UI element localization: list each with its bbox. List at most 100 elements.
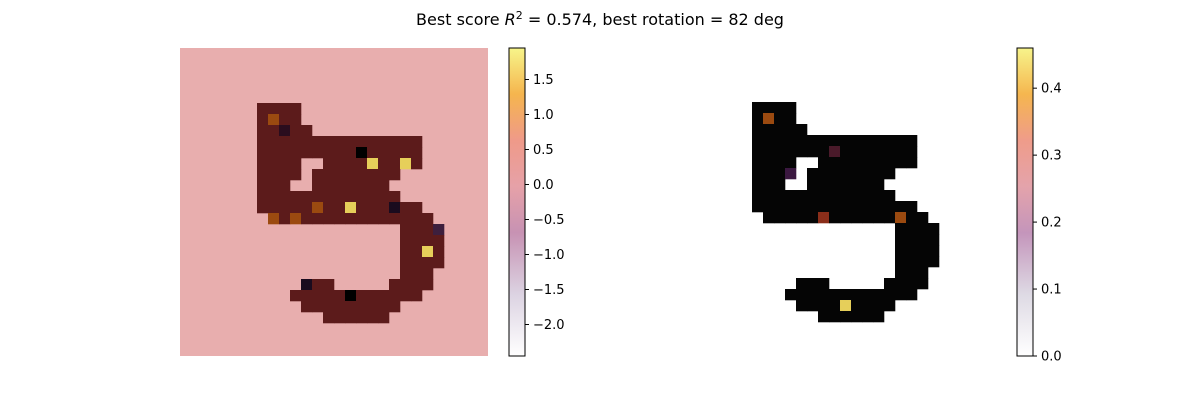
- left-pixel: [378, 301, 390, 313]
- left-pixel: [268, 213, 280, 225]
- right-pixel: [796, 135, 808, 147]
- colorbar-tick-label: 0.2: [1041, 216, 1062, 231]
- right-pixel: [917, 267, 929, 279]
- right-pixel: [829, 212, 841, 224]
- right-pixel: [807, 146, 819, 158]
- left-pixel: [400, 279, 412, 291]
- right-pixel: [818, 278, 830, 290]
- right-pixel: [752, 146, 764, 158]
- right-pixel: [840, 157, 852, 169]
- left-pixel: [290, 213, 302, 225]
- left-pixel: [378, 213, 390, 225]
- left-pixel: [301, 136, 313, 148]
- right-pixel: [851, 135, 863, 147]
- left-pixel: [279, 114, 291, 126]
- left-pixel: [334, 169, 346, 181]
- left-pixel: [279, 213, 291, 225]
- left-pixel: [257, 125, 269, 137]
- left-pixel: [290, 202, 302, 214]
- right-pixel: [851, 289, 863, 301]
- left-pixel: [290, 147, 302, 159]
- left-pixel: [411, 213, 423, 225]
- right-pixel: [873, 201, 885, 213]
- right-pixel: [906, 256, 918, 268]
- left-pixel: [367, 202, 379, 214]
- right-pixel: [917, 278, 929, 290]
- left-pixel: [345, 202, 357, 214]
- left-pixel: [400, 158, 412, 170]
- right-pixel: [928, 256, 940, 268]
- right-pixel: [884, 212, 896, 224]
- right-pixel: [829, 168, 841, 180]
- left-pixel: [345, 191, 357, 203]
- left-pixel: [301, 279, 313, 291]
- left-pixel: [301, 191, 313, 203]
- left-pixel: [367, 169, 379, 181]
- left-pixel: [422, 246, 434, 258]
- right-pixel: [884, 135, 896, 147]
- right-pixel: [796, 278, 808, 290]
- right-pixel: [917, 245, 929, 257]
- right-pixel: [840, 190, 852, 202]
- right-pixel: [763, 168, 775, 180]
- left-pixel: [411, 235, 423, 247]
- left-pixel: [400, 257, 412, 269]
- right-pixel: [840, 168, 852, 180]
- left-pixel: [301, 125, 313, 137]
- left-pixel: [400, 290, 412, 302]
- right-pixel: [851, 168, 863, 180]
- left-pixel: [411, 279, 423, 291]
- right-pixel: [851, 300, 863, 312]
- left-pixel: [268, 136, 280, 148]
- right-pixel: [818, 168, 830, 180]
- left-pixel: [378, 191, 390, 203]
- right-pixel: [752, 124, 764, 136]
- right-pixel: [906, 201, 918, 213]
- left-pixel: [279, 202, 291, 214]
- left-pixel: [356, 180, 368, 192]
- colorbar-tick-label: 0.5: [533, 143, 554, 158]
- left-pixel: [334, 158, 346, 170]
- right-pixel: [840, 201, 852, 213]
- left-heatmap: [180, 48, 488, 356]
- colorbar-tick-label: 0.3: [1041, 149, 1062, 164]
- left-pixel: [290, 158, 302, 170]
- right-pixel: [774, 124, 786, 136]
- left-pixel: [389, 158, 401, 170]
- left-pixel: [301, 202, 313, 214]
- left-pixel: [356, 136, 368, 148]
- right-pixel: [873, 289, 885, 301]
- left-pixel: [389, 169, 401, 181]
- left-pixel: [400, 213, 412, 225]
- right-pixel: [884, 201, 896, 213]
- left-pixel: [378, 147, 390, 159]
- right-pixel: [884, 300, 896, 312]
- colorbar-tick-label: −2.0: [533, 318, 565, 333]
- left-pixel: [323, 312, 335, 324]
- colorbar-tick-label: 0.0: [533, 178, 554, 193]
- right-pixel: [763, 157, 775, 169]
- right-pixel: [895, 201, 907, 213]
- left-pixel: [323, 213, 335, 225]
- right-pixel: [851, 179, 863, 191]
- right-pixel: [774, 113, 786, 125]
- left-pixel: [290, 191, 302, 203]
- left-pixel: [411, 147, 423, 159]
- right-pixel: [785, 124, 797, 136]
- right-pixel: [785, 157, 797, 169]
- right-pixel: [818, 179, 830, 191]
- left-pixel: [433, 246, 445, 258]
- left-pixel: [323, 147, 335, 159]
- left-pixel: [356, 301, 368, 313]
- right-pixel: [906, 223, 918, 235]
- right-pixel: [906, 146, 918, 158]
- right-pixel: [884, 157, 896, 169]
- colorbar-tick-label: 0.0: [1041, 350, 1062, 365]
- left-pixel: [257, 114, 269, 126]
- left-pixel: [268, 202, 280, 214]
- left-pixel: [301, 301, 313, 313]
- left-pixel: [400, 246, 412, 258]
- left-pixel: [268, 103, 280, 115]
- left-pixel: [279, 125, 291, 137]
- left-pixel: [422, 235, 434, 247]
